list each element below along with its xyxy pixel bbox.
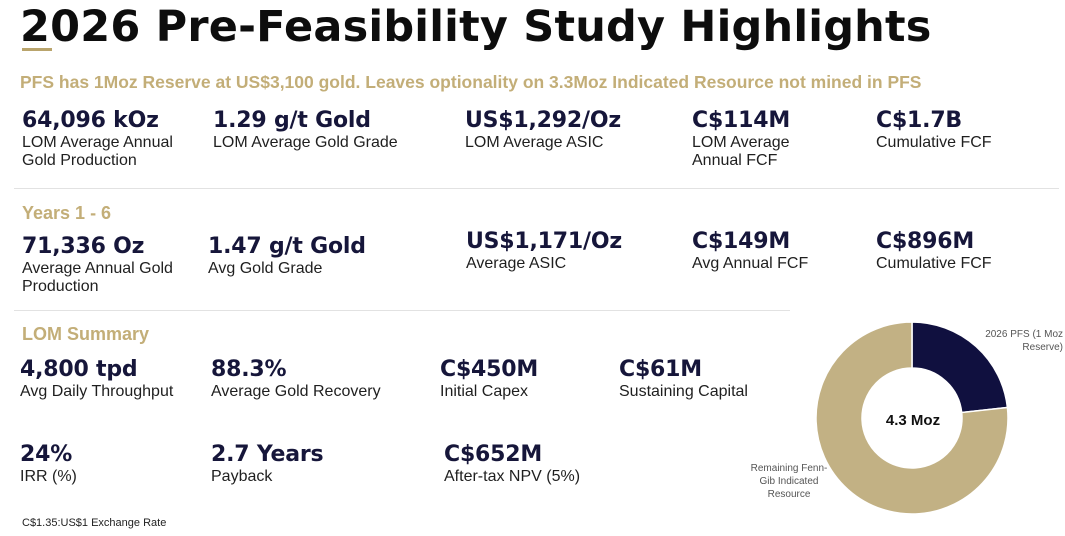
section-divider bbox=[14, 188, 1059, 189]
metric-years-asic: US$1,171/Oz Average ASIC bbox=[466, 229, 622, 273]
metric-sustaining-capital: C$61M Sustaining Capital bbox=[619, 357, 748, 401]
metric-label: LOM Average Annual FCF bbox=[692, 134, 790, 169]
metric-throughput: 4,800 tpd Avg Daily Throughput bbox=[20, 357, 173, 401]
metric-label: Average Annual Gold Production bbox=[22, 260, 173, 295]
donut-center-label: 4.3 Moz bbox=[886, 412, 940, 429]
section-divider bbox=[14, 310, 790, 311]
metric-years-cumulative-fcf: C$896M Cumulative FCF bbox=[876, 229, 992, 273]
section-heading-years: Years 1 - 6 bbox=[22, 203, 112, 223]
metric-label: After-tax NPV (5%) bbox=[444, 468, 581, 485]
metric-years-fcf: C$149M Avg Annual FCF bbox=[692, 229, 808, 273]
page-title: 2026 Pre-Feasibility Study Highlights bbox=[20, 2, 932, 52]
metric-value: 1.47 g/t Gold bbox=[208, 234, 366, 259]
metric-value: C$450M bbox=[440, 357, 539, 382]
metric-label: Average ASIC bbox=[466, 255, 567, 272]
metric-lom-fcf: C$114M LOM Average Annual FCF bbox=[692, 108, 790, 170]
metric-value: C$652M bbox=[444, 442, 543, 467]
metric-value: US$1,292/Oz bbox=[465, 108, 621, 133]
legend-label-remaining: Remaining Fenn- Gib Indicated Resource bbox=[750, 463, 828, 500]
metric-label: Average Gold Recovery bbox=[211, 383, 381, 400]
metric-label: Initial Capex bbox=[440, 383, 529, 400]
exchange-rate-footnote: C$1.35:US$1 Exchange Rate bbox=[22, 517, 167, 529]
metric-value: 4,800 tpd bbox=[20, 357, 138, 382]
metric-label: LOM Average ASIC bbox=[465, 134, 604, 151]
metric-years-production: 71,336 Oz Average Annual Gold Production bbox=[22, 234, 173, 296]
metric-npv: C$652M After-tax NPV (5%) bbox=[444, 442, 580, 486]
subtitle: PFS has 1Moz Reserve at US$3,100 gold. L… bbox=[20, 72, 922, 92]
metric-label: Sustaining Capital bbox=[619, 383, 748, 400]
resource-donut-chart: 4.3 Moz bbox=[815, 321, 1009, 515]
metric-label: LOM Average Gold Grade bbox=[213, 134, 398, 151]
metric-value: C$114M bbox=[692, 108, 791, 133]
metric-label: Cumulative FCF bbox=[876, 255, 992, 272]
metric-lom-grade: 1.29 g/t Gold LOM Average Gold Grade bbox=[213, 108, 398, 152]
metric-irr: 24% IRR (%) bbox=[20, 442, 77, 486]
donut-slice-pfs bbox=[911, 321, 1009, 414]
metric-label: Payback bbox=[211, 468, 273, 485]
metric-recovery: 88.3% Average Gold Recovery bbox=[211, 357, 381, 401]
legend-label-pfs: 2026 PFS (1 Moz Reserve) bbox=[985, 329, 1063, 353]
metric-value: 71,336 Oz bbox=[22, 234, 145, 259]
metric-label: Avg Daily Throughput bbox=[20, 383, 174, 400]
metric-label: LOM Average Annual Gold Production bbox=[22, 134, 173, 169]
metric-initial-capex: C$450M Initial Capex bbox=[440, 357, 538, 401]
title-accent-underline bbox=[22, 48, 52, 51]
metric-value: C$149M bbox=[692, 229, 791, 254]
metric-value: 1.29 g/t Gold bbox=[213, 108, 371, 133]
metric-label: IRR (%) bbox=[20, 468, 77, 485]
metric-lom-cumulative-fcf: C$1.7B Cumulative FCF bbox=[876, 108, 992, 152]
metric-years-grade: 1.47 g/t Gold Avg Gold Grade bbox=[208, 234, 366, 278]
metric-label: Avg Gold Grade bbox=[208, 260, 323, 277]
metric-value: C$896M bbox=[876, 229, 975, 254]
metric-value: US$1,171/Oz bbox=[466, 229, 622, 254]
section-heading-summary: LOM Summary bbox=[22, 324, 150, 344]
metric-value: 88.3% bbox=[211, 357, 287, 382]
metric-value: 64,096 kOz bbox=[22, 108, 159, 133]
metric-payback: 2.7 Years Payback bbox=[211, 442, 324, 486]
metric-value: 24% bbox=[20, 442, 73, 467]
metric-label: Cumulative FCF bbox=[876, 134, 992, 151]
donut-slice-remaining bbox=[815, 321, 1009, 515]
metric-value: C$1.7B bbox=[876, 108, 962, 133]
metric-value: C$61M bbox=[619, 357, 702, 382]
metric-lom-asic: US$1,292/Oz LOM Average ASIC bbox=[465, 108, 621, 152]
metric-label: Avg Annual FCF bbox=[692, 255, 809, 272]
metric-value: 2.7 Years bbox=[211, 442, 324, 467]
metric-lom-production: 64,096 kOz LOM Average Annual Gold Produ… bbox=[22, 108, 173, 170]
